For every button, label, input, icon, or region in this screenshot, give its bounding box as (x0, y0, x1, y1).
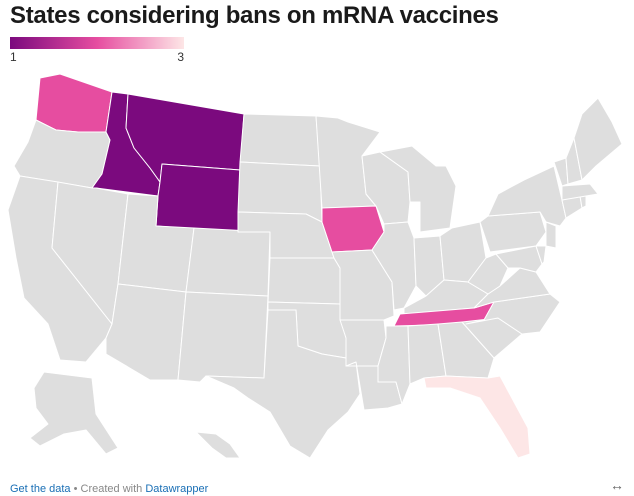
state-washington[interactable] (35, 73, 113, 133)
state-wyoming[interactable] (155, 163, 241, 233)
legend-min-label: 1 (10, 50, 17, 64)
state-florida[interactable] (423, 375, 531, 459)
legend-labels: 1 3 (10, 50, 184, 66)
state-new-mexico[interactable] (177, 291, 269, 383)
state-new-jersey[interactable] (545, 221, 557, 249)
color-legend: 1 3 (10, 37, 184, 66)
state-colorado[interactable] (185, 227, 271, 297)
datawrapper-link[interactable]: Datawrapper (145, 483, 209, 495)
state-kansas[interactable] (267, 257, 341, 305)
state-shapes (7, 73, 623, 459)
expand-icon[interactable]: ↔ (610, 477, 624, 493)
footer-separator: • (70, 483, 81, 495)
us-map (7, 73, 623, 459)
legend-max-label: 3 (177, 50, 184, 64)
state-hawaii[interactable] (195, 431, 241, 459)
state-michigan[interactable] (379, 145, 457, 233)
created-with-label: Created with (80, 483, 146, 495)
state-arizona[interactable] (105, 283, 187, 381)
state-georgia[interactable] (437, 321, 495, 379)
state-delaware[interactable] (535, 245, 547, 265)
state-massachusetts[interactable] (561, 183, 599, 201)
state-texas[interactable] (205, 309, 361, 459)
state-arkansas[interactable] (339, 319, 387, 367)
footer: Get the data • Created with Datawrapper (10, 482, 208, 496)
state-maine[interactable] (573, 97, 623, 181)
state-north-dakota[interactable] (239, 113, 321, 167)
state-illinois[interactable] (371, 221, 417, 311)
get-data-link[interactable]: Get the data (10, 483, 71, 495)
state-alaska[interactable] (29, 371, 119, 455)
legend-gradient-bar (10, 37, 184, 49)
chart-title: States considering bans on mRNA vaccines (10, 2, 499, 29)
